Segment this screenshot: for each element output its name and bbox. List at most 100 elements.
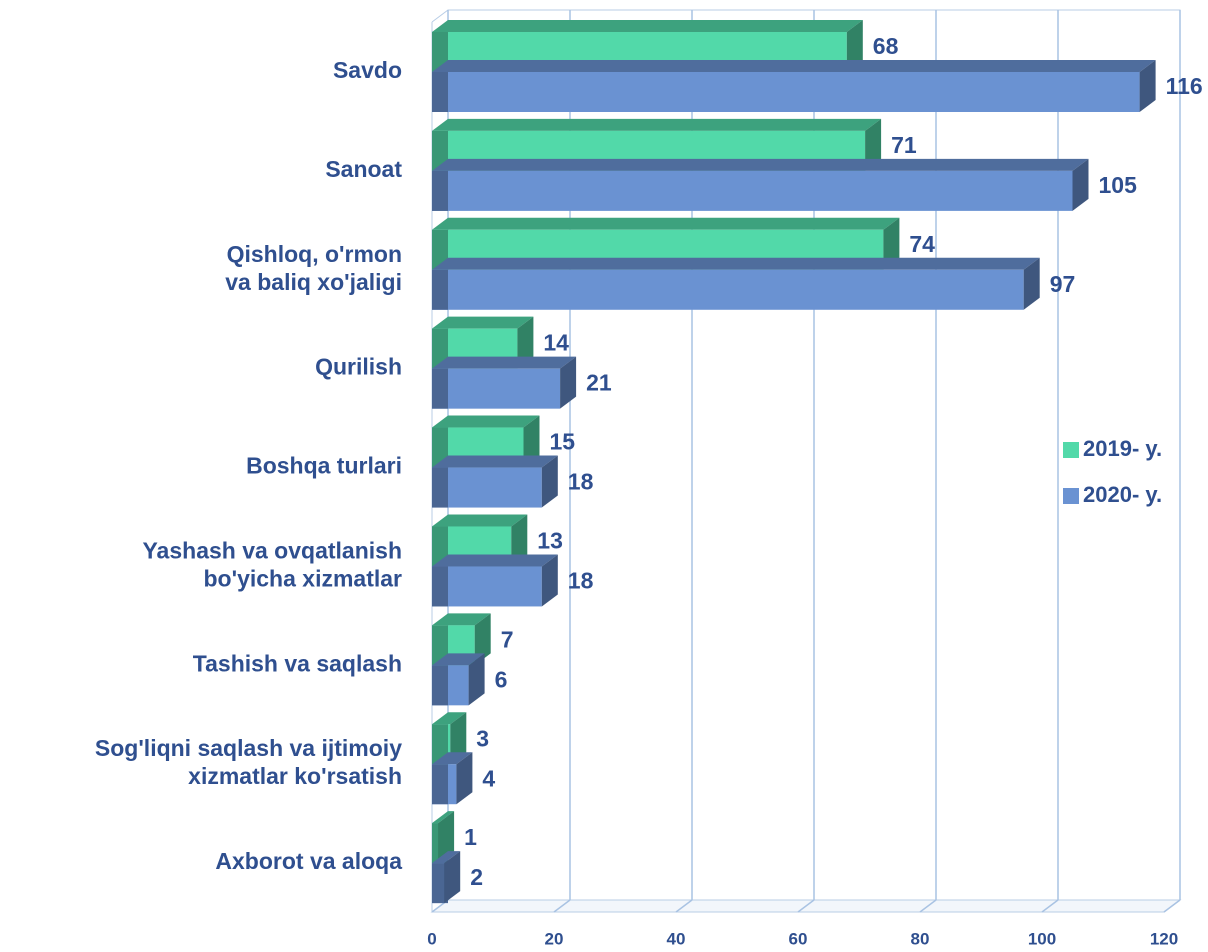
- bar-start: [432, 724, 448, 765]
- bar-front: [432, 467, 542, 508]
- bar: [432, 356, 577, 409]
- value-label: 18: [568, 568, 594, 594]
- value-label: 13: [537, 528, 563, 554]
- value-label: 14: [543, 330, 569, 356]
- x-tick-label: 0: [427, 929, 436, 948]
- bar-end: [523, 415, 540, 468]
- bar-start: [432, 625, 448, 666]
- bar-start: [432, 269, 448, 310]
- bar-top: [432, 851, 461, 864]
- bar-start: [432, 566, 448, 607]
- value-label: 116: [1166, 73, 1203, 99]
- bar-end: [541, 455, 558, 508]
- grid-line-floor: [919, 899, 937, 913]
- bar-start: [432, 328, 448, 369]
- bar: [432, 752, 473, 805]
- bar-top: [432, 554, 558, 567]
- bar-front: [432, 269, 1024, 310]
- bar-end: [444, 851, 461, 904]
- x-tick-label: 80: [911, 929, 930, 948]
- category-label: Tashish va saqlash: [193, 650, 402, 676]
- category-label: Sanoat: [325, 156, 402, 182]
- category-label: Sog'liqni saqlash va ijtimoiy xizmatlar k…: [95, 735, 402, 789]
- bar-front: [432, 368, 561, 409]
- bar: [432, 613, 491, 666]
- bar-end: [468, 653, 485, 706]
- grid-line-floor: [797, 899, 815, 913]
- bar: [432, 811, 455, 864]
- value-label: 7: [501, 626, 514, 652]
- value-label: 68: [873, 33, 899, 59]
- value-label: 71: [891, 132, 917, 158]
- value-label: 4: [482, 765, 495, 791]
- x-tick-label: 120: [1150, 929, 1178, 948]
- bar: [432, 851, 461, 904]
- bar: [432, 257, 1040, 310]
- bar-start: [432, 526, 448, 567]
- grid-line-floor: [553, 899, 571, 913]
- x-tick-label: 40: [667, 929, 686, 948]
- bar-top: [432, 712, 467, 725]
- bar-top: [432, 752, 473, 765]
- bar-top: [432, 257, 1040, 270]
- bar: [432, 554, 558, 607]
- bar-end: [1023, 257, 1040, 310]
- bar-top: [432, 60, 1156, 72]
- bar-start: [432, 229, 448, 270]
- bar-top: [432, 455, 558, 468]
- bar-end: [511, 514, 528, 567]
- bar-end: [474, 613, 491, 666]
- value-label: 2: [470, 864, 483, 890]
- grid-line-floor: [1163, 899, 1181, 913]
- bar-end: [1072, 158, 1089, 211]
- value-label: 1: [464, 824, 477, 850]
- bar: [432, 60, 1156, 112]
- x-tick-label: 100: [1028, 929, 1056, 948]
- bar-top: [432, 118, 882, 131]
- bar-front: [432, 566, 542, 607]
- side-wall-top: [431, 9, 449, 23]
- value-label: 105: [1099, 172, 1138, 198]
- bar-end: [883, 217, 900, 270]
- bar: [432, 158, 1089, 211]
- bar-start: [432, 368, 448, 409]
- bar-start: [432, 427, 448, 468]
- value-label: 74: [909, 231, 935, 257]
- bar-top: [432, 356, 577, 369]
- value-label: 15: [550, 429, 576, 455]
- category-label: Savdo: [333, 57, 402, 83]
- category-label: Boshqa turlari: [246, 453, 402, 479]
- bar-end: [517, 316, 534, 369]
- bar: [432, 653, 485, 706]
- bar-top: [432, 613, 491, 626]
- bar: [432, 712, 467, 765]
- bar-start: [432, 32, 448, 72]
- bar-end: [1139, 60, 1156, 112]
- bar-start: [432, 130, 448, 171]
- bar-top: [432, 20, 863, 32]
- grid-line-floor: [675, 899, 693, 913]
- bar-end: [846, 20, 863, 72]
- category-label: Yashash va ovqatlanish bo'yicha xizmatlar: [142, 538, 402, 592]
- legend-swatch: [1063, 442, 1079, 458]
- bar-top: [432, 811, 455, 824]
- bar-start: [432, 72, 448, 112]
- bar-end: [456, 752, 473, 805]
- grid-line-floor: [1041, 899, 1059, 913]
- bar-start: [432, 863, 448, 904]
- bar-top: [432, 514, 528, 527]
- bar-front: [432, 170, 1073, 211]
- bar-top: [432, 316, 534, 329]
- bar-start: [432, 764, 448, 805]
- legend-swatch: [1063, 488, 1079, 504]
- bar-end: [438, 811, 455, 864]
- value-label: 21: [586, 370, 612, 396]
- value-label: 18: [568, 469, 594, 495]
- category-label: Qurilish: [315, 354, 402, 380]
- value-label: 6: [495, 666, 508, 692]
- bar-end: [541, 554, 558, 607]
- bar-end: [560, 356, 577, 409]
- x-tick-label: 20: [545, 929, 564, 948]
- bar-top: [432, 653, 485, 666]
